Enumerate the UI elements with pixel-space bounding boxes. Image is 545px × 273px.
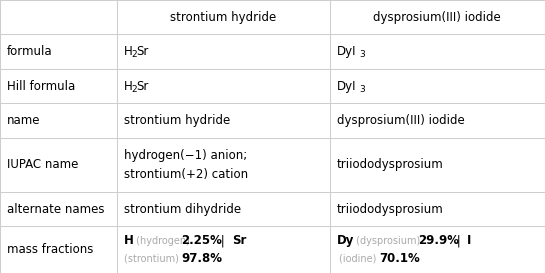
Text: strontium hydride: strontium hydride xyxy=(171,11,276,24)
Text: (strontium): (strontium) xyxy=(124,254,182,264)
Text: (dysprosium): (dysprosium) xyxy=(353,236,423,246)
Text: Sr: Sr xyxy=(136,80,149,93)
Text: IUPAC name: IUPAC name xyxy=(7,158,78,171)
Text: dysprosium(III) iodide: dysprosium(III) iodide xyxy=(337,114,464,127)
Text: strontium hydride: strontium hydride xyxy=(124,114,231,127)
Text: Sr: Sr xyxy=(136,45,149,58)
Text: strontium dihydride: strontium dihydride xyxy=(124,203,241,216)
Text: Dy: Dy xyxy=(337,234,354,247)
Text: (iodine): (iodine) xyxy=(339,254,379,264)
Text: 29.9%: 29.9% xyxy=(418,234,459,247)
Text: (hydrogen): (hydrogen) xyxy=(134,236,193,246)
Text: DyI: DyI xyxy=(337,45,356,58)
Text: H: H xyxy=(124,80,133,93)
Text: mass fractions: mass fractions xyxy=(7,243,93,256)
Text: name: name xyxy=(7,114,40,127)
Text: DyI: DyI xyxy=(337,80,356,93)
Text: 70.1%: 70.1% xyxy=(379,252,420,265)
Text: I: I xyxy=(467,234,471,247)
Text: 3: 3 xyxy=(359,50,365,59)
Text: 2: 2 xyxy=(132,50,137,59)
Text: 97.8%: 97.8% xyxy=(181,252,222,265)
Text: |: | xyxy=(453,234,464,247)
Text: 3: 3 xyxy=(359,85,365,94)
Text: alternate names: alternate names xyxy=(7,203,105,216)
Text: dysprosium(III) iodide: dysprosium(III) iodide xyxy=(373,11,501,24)
Text: Hill formula: Hill formula xyxy=(7,80,75,93)
Text: triiododysprosium: triiododysprosium xyxy=(337,158,444,171)
Text: hydrogen(−1) anion;
strontium(+2) cation: hydrogen(−1) anion; strontium(+2) cation xyxy=(124,149,249,181)
Text: H: H xyxy=(124,234,134,247)
Text: 2.25%: 2.25% xyxy=(181,234,222,247)
Text: triiododysprosium: triiododysprosium xyxy=(337,203,444,216)
Text: |: | xyxy=(217,234,229,247)
Text: Sr: Sr xyxy=(232,234,247,247)
Text: H: H xyxy=(124,45,133,58)
Text: formula: formula xyxy=(7,45,53,58)
Text: 2: 2 xyxy=(132,85,137,94)
